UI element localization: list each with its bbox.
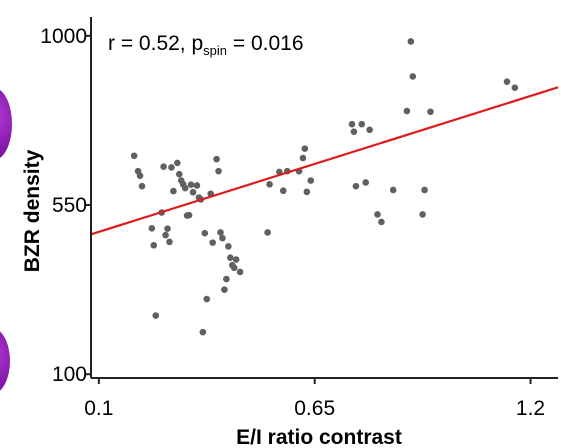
x-tick-label-1: 0.1 (84, 397, 113, 420)
x-tick-label-3: 1.2 (516, 397, 545, 420)
data-point-67 (421, 186, 428, 194)
data-point-23 (189, 188, 197, 196)
data-point-69 (503, 78, 511, 85)
data-point-37 (223, 275, 230, 283)
stat-r-text: r = 0.52, p (108, 32, 203, 55)
data-point-1 (130, 152, 138, 160)
brain-surface-top (0, 88, 12, 160)
data-point-11 (164, 225, 171, 233)
data-point-16 (175, 170, 183, 178)
data-point-63 (403, 107, 411, 115)
data-point-28 (201, 229, 209, 237)
data-point-21 (185, 211, 193, 219)
y-axis-label: BZR density (21, 149, 44, 272)
data-point-35 (219, 234, 226, 242)
stat-annotation: r = 0.52, pspin = 0.016 (108, 32, 304, 58)
data-point-24 (193, 182, 201, 189)
data-point-66 (419, 211, 426, 218)
data-point-68 (427, 108, 434, 116)
data-point-31 (209, 239, 216, 246)
data-point-5 (148, 225, 156, 232)
data-point-43 (236, 268, 244, 276)
data-point-53 (307, 177, 315, 184)
stat-p-value: = 0.016 (227, 32, 303, 55)
data-point-60 (374, 211, 381, 218)
data-point-70 (511, 84, 519, 91)
data-point-59 (366, 126, 373, 134)
data-point-32 (213, 155, 220, 163)
data-point-7 (152, 312, 160, 319)
data-point-36 (221, 286, 228, 293)
points-layer (130, 38, 519, 336)
stat-p-subscript: spin (203, 43, 227, 58)
data-point-55 (350, 128, 358, 135)
data-point-6 (150, 241, 158, 249)
y-tick-label-2: 550 (52, 194, 87, 217)
data-point-33 (215, 167, 222, 175)
data-point-50 (299, 154, 307, 162)
data-point-10 (162, 231, 169, 239)
data-point-12 (166, 238, 173, 246)
x-axis-label: E/I ratio contrast (236, 426, 402, 448)
x-tick-label-2: 0.65 (294, 397, 335, 420)
data-point-58 (362, 179, 370, 186)
y-tick-label-1: 100 (52, 363, 87, 386)
data-point-57 (358, 120, 366, 128)
data-point-22 (187, 181, 195, 189)
data-point-3 (136, 172, 144, 179)
data-point-56 (352, 182, 360, 190)
data-point-9 (160, 163, 167, 170)
data-point-4 (138, 182, 146, 190)
data-point-19 (181, 184, 189, 192)
data-point-41 (230, 264, 238, 272)
data-point-44 (264, 229, 271, 236)
data-point-61 (378, 218, 385, 226)
data-point-27 (199, 328, 207, 336)
data-point-15 (174, 159, 181, 167)
data-point-29 (203, 295, 211, 303)
data-point-65 (409, 73, 417, 80)
data-point-47 (279, 187, 287, 195)
data-point-13 (168, 164, 175, 171)
data-point-64 (407, 38, 415, 45)
y-tick-label-3: 1000 (40, 25, 87, 48)
data-point-54 (348, 120, 356, 128)
ticks-layer: 0.1 0.65 1.2 100 550 1000 (40, 25, 545, 420)
data-point-52 (303, 188, 311, 196)
brain-surface-bottom (0, 328, 10, 394)
regression-line (90, 86, 559, 236)
data-point-14 (170, 187, 177, 195)
data-point-62 (389, 186, 397, 194)
data-point-39 (227, 254, 234, 261)
data-point-42 (232, 256, 240, 263)
data-point-34 (217, 229, 224, 236)
data-point-45 (266, 181, 273, 188)
data-point-51 (301, 145, 309, 152)
data-point-38 (225, 243, 232, 250)
